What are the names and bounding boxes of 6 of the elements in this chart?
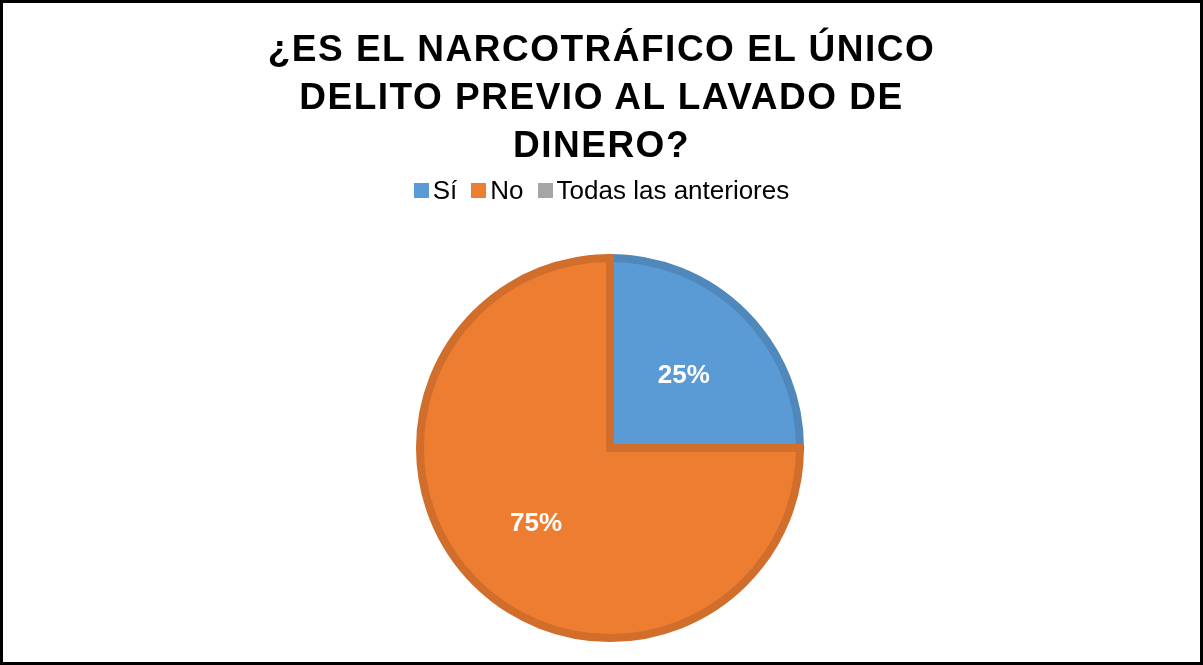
data-label: 75% [510, 506, 563, 537]
chart-title: ¿ES EL NARCOTRÁFICO EL ÚNICO DELITO PREVIO AL LAVADO DE DINERO? [266, 26, 937, 167]
legend-label: Todas las anteriores [556, 175, 790, 206]
legend-label: No [490, 175, 524, 206]
data-label: 25% [657, 359, 710, 390]
legend-label: Sí [432, 175, 458, 206]
